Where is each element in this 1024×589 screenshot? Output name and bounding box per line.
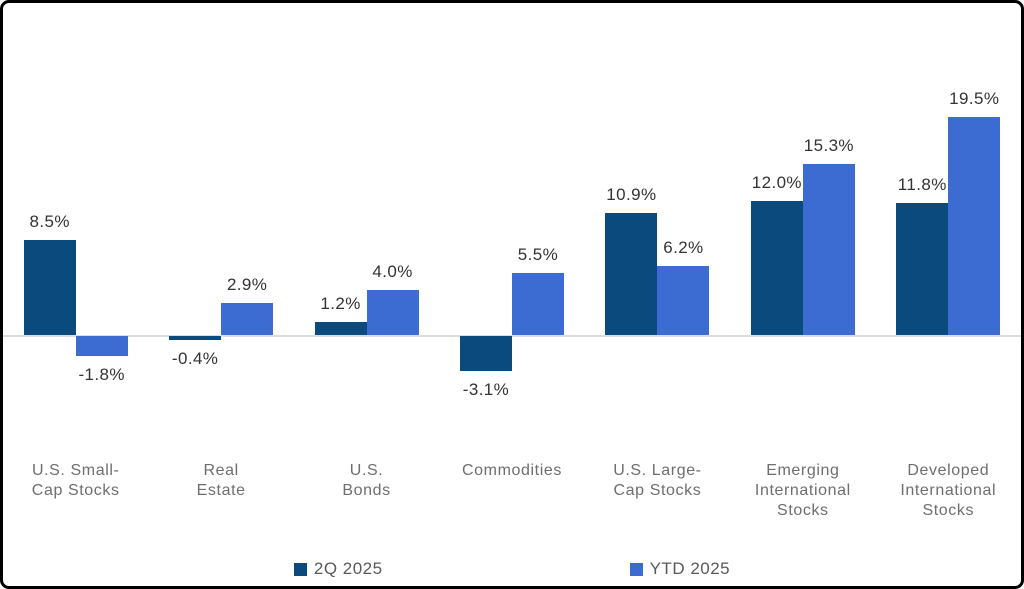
bar-ytd-2025 — [75, 336, 128, 356]
zero-baseline — [3, 335, 1021, 337]
bar-value-label: -0.4% — [171, 349, 219, 368]
bar-value-label: 4.0% — [372, 262, 413, 281]
bar-value-label: 11.8% — [897, 175, 947, 194]
bar-value-label: 5.5% — [517, 245, 559, 264]
bar-2q-2025 — [314, 322, 367, 335]
legend-item-ytd-2025: YTD 2025 — [629, 559, 731, 579]
category-label: Commodities — [462, 462, 562, 479]
bar-value-label: 2.9% — [226, 275, 268, 294]
bar-2q-2025 — [605, 213, 658, 335]
bar-value-label: 15.3% — [803, 136, 854, 155]
legend-item-2q-2025: 2Q 2025 — [293, 559, 383, 579]
category-label: Real Estate — [196, 462, 246, 499]
bar-ytd-2025 — [511, 273, 564, 335]
bar-value-label: 6.2% — [663, 238, 704, 257]
chart-legend: 2Q 2025 YTD 2025 — [3, 559, 1021, 579]
bar-2q-2025 — [750, 201, 803, 335]
bar-2q-2025 — [23, 240, 76, 335]
bar-value-label: -3.1% — [462, 380, 510, 399]
category-label: Emerging International Stocks — [754, 462, 851, 519]
plot-area: 8.5% -1.8% U.S. Small- Cap Stocks -0.4% 2.9%… — [3, 3, 1021, 586]
bar-ytd-2025 — [948, 117, 1001, 335]
bar-ytd-2025 — [657, 266, 710, 335]
bar-ytd-2025 — [366, 290, 419, 335]
category-label: Developed International Stocks — [900, 462, 997, 519]
bar-value-label: 10.9% — [606, 185, 657, 204]
legend-swatch-2q-2025 — [293, 562, 307, 576]
bar-ytd-2025 — [221, 303, 274, 335]
bar-value-label: 8.5% — [29, 212, 70, 231]
bar-2q-2025 — [896, 203, 949, 335]
bar-value-label: 12.0% — [751, 173, 802, 192]
bar-value-label: 19.5% — [949, 89, 1000, 108]
legend-label-ytd-2025: YTD 2025 — [649, 559, 731, 578]
legend-label-2q-2025: 2Q 2025 — [313, 559, 383, 578]
bar-value-label: -1.8% — [78, 365, 125, 384]
category-label: U.S. Small- Cap Stocks — [31, 462, 120, 499]
category-label: U.S. Large- Cap Stocks — [613, 462, 702, 499]
bar-2q-2025 — [459, 336, 512, 371]
category-label: U.S. Bonds — [342, 462, 391, 499]
legend-swatch-ytd-2025 — [629, 562, 643, 576]
bar-2q-2025 — [169, 336, 222, 340]
bar-ytd-2025 — [802, 164, 855, 335]
bar-value-label: 1.2% — [320, 294, 361, 313]
